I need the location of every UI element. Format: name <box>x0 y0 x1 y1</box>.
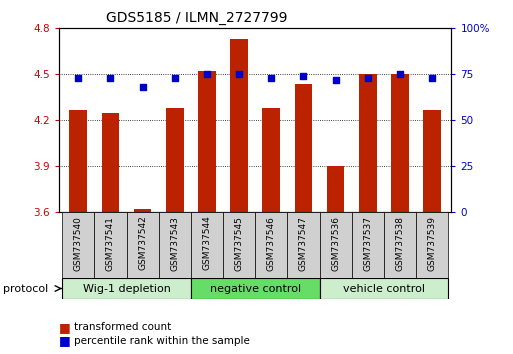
Bar <box>391 74 409 212</box>
Text: ■: ■ <box>59 334 71 347</box>
Text: GSM737538: GSM737538 <box>396 216 404 271</box>
Text: Wig-1 depletion: Wig-1 depletion <box>83 284 170 293</box>
Text: GSM737542: GSM737542 <box>138 216 147 270</box>
Text: vehicle control: vehicle control <box>343 284 425 293</box>
Text: GSM737536: GSM737536 <box>331 216 340 271</box>
Point <box>74 75 83 81</box>
Text: GSM737540: GSM737540 <box>74 216 83 270</box>
Bar <box>134 209 151 212</box>
Bar <box>320 212 352 278</box>
Text: GSM737541: GSM737541 <box>106 216 115 270</box>
Bar <box>94 212 127 278</box>
Bar <box>62 212 94 278</box>
Point <box>428 75 436 81</box>
Point <box>139 84 147 90</box>
Text: GSM737537: GSM737537 <box>363 216 372 271</box>
Bar <box>223 212 255 278</box>
Bar <box>166 108 184 212</box>
Bar <box>69 110 87 212</box>
Bar <box>352 212 384 278</box>
Bar <box>327 166 345 212</box>
Text: GSM737544: GSM737544 <box>203 216 211 270</box>
Text: GSM737545: GSM737545 <box>234 216 244 270</box>
Bar <box>294 84 312 212</box>
Bar <box>198 71 216 212</box>
Text: GSM737543: GSM737543 <box>170 216 180 270</box>
Text: GDS5185 / ILMN_2727799: GDS5185 / ILMN_2727799 <box>106 11 288 24</box>
Point <box>396 72 404 77</box>
Bar <box>62 278 191 299</box>
Bar <box>384 212 416 278</box>
Text: protocol: protocol <box>3 284 48 293</box>
Point <box>171 75 179 81</box>
Bar <box>102 113 120 212</box>
Point <box>300 73 308 79</box>
Bar <box>423 110 441 212</box>
Bar <box>320 278 448 299</box>
Text: GSM737547: GSM737547 <box>299 216 308 270</box>
Point <box>235 72 243 77</box>
Text: GSM737539: GSM737539 <box>428 216 437 271</box>
Point <box>267 75 275 81</box>
Bar <box>230 39 248 212</box>
Text: GSM737546: GSM737546 <box>267 216 276 270</box>
Bar <box>191 278 320 299</box>
Point <box>203 72 211 77</box>
Bar <box>191 212 223 278</box>
Bar <box>287 212 320 278</box>
Bar <box>159 212 191 278</box>
Bar <box>127 212 159 278</box>
Point <box>106 75 114 81</box>
Bar <box>416 212 448 278</box>
Point <box>364 75 372 81</box>
Point <box>331 77 340 83</box>
Text: negative control: negative control <box>210 284 301 293</box>
Bar <box>359 74 377 212</box>
Text: ■: ■ <box>59 321 71 334</box>
Bar <box>263 108 280 212</box>
Text: transformed count: transformed count <box>74 322 172 332</box>
Bar <box>255 212 287 278</box>
Text: percentile rank within the sample: percentile rank within the sample <box>74 336 250 346</box>
